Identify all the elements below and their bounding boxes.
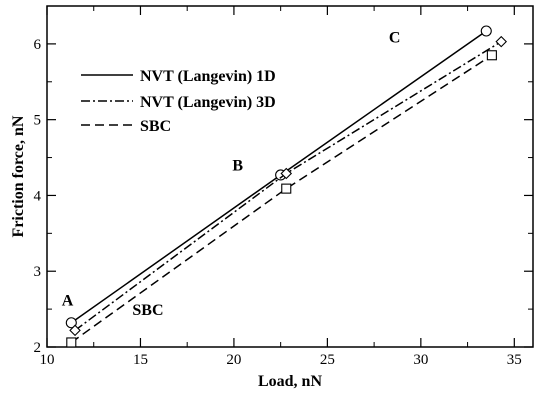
x-tick-label: 15 (133, 352, 148, 368)
series-2-point (69, 324, 81, 337)
series-layer (65, 25, 508, 348)
legend-label-3: SBC (140, 118, 171, 135)
x-tick-label: 20 (226, 352, 241, 368)
x-axis-label: Load, nN (258, 373, 322, 390)
legend-label-2: NVT (Langevin) 3D (140, 94, 276, 111)
series-1-point (480, 25, 492, 37)
series-2-point (280, 167, 293, 180)
annotation-sbc: SBC (132, 302, 163, 319)
legend: NVT (Langevin) 1D NVT (Langevin) 3D SBC (81, 68, 276, 135)
series-3-point (66, 337, 77, 348)
annotation-a: A (62, 292, 74, 309)
annotations: A B C SBC (62, 29, 401, 319)
axes: 10 15 20 25 30 35 2 3 4 5 6 Load, nN Friction force,… (10, 5, 534, 390)
series-line-3 (70, 54, 493, 344)
y-tick-label: 6 (34, 37, 42, 53)
x-tick-label: 10 (40, 352, 55, 368)
x-tick-label: 30 (413, 352, 428, 368)
series-1-point (65, 317, 77, 329)
series-2-point (495, 35, 508, 48)
series-3-point (281, 183, 292, 194)
y-tick-label: 3 (34, 264, 42, 280)
y-axis-label: Friction force, nN (10, 115, 27, 237)
y-tick-label: 4 (34, 188, 42, 204)
y-tick-label: 2 (34, 340, 42, 356)
y-tick-label: 5 (34, 113, 42, 129)
plot-frame (46, 5, 534, 348)
x-tick-label: 25 (320, 352, 335, 368)
x-tick-label: 35 (507, 352, 522, 368)
series-3-point (486, 50, 497, 61)
annotation-b: B (232, 157, 243, 174)
annotation-c: C (389, 29, 401, 46)
legend-label-1: NVT (Langevin) 1D (140, 68, 276, 85)
